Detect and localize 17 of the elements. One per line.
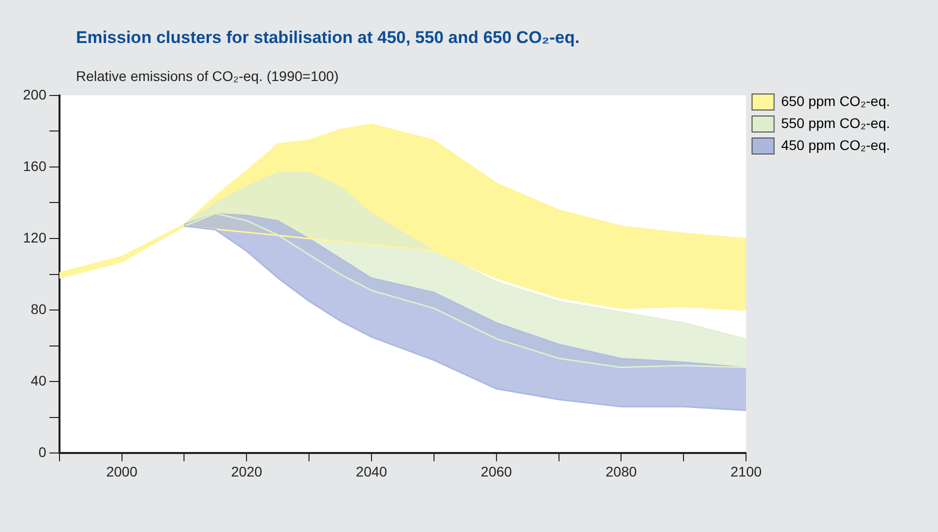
x-tick-label: 2020	[231, 463, 262, 480]
y-tick-label: 40	[30, 372, 47, 388]
legend-label: 650 ppm CO₂-eq.	[781, 92, 890, 109]
x-tick-label: 2080	[606, 463, 637, 480]
y-axis-title: Relative emissions of CO₂-eq. (1990=100)	[76, 68, 339, 84]
y-tick-label: 0	[38, 444, 47, 460]
x-tick-label: 2040	[356, 463, 388, 480]
x-tick-label: 2000	[106, 463, 138, 480]
y-tick-label: 200	[23, 86, 47, 102]
legend-label: 450 ppm CO₂-eq.	[781, 136, 890, 153]
y-tick-label: 80	[30, 300, 47, 317]
y-tick-label: 120	[23, 229, 47, 246]
x-tick-label: 2100	[730, 463, 762, 480]
chart-title: Emission clusters for stabilisation at 450, 550 and 650 CO₂-eq.	[76, 28, 580, 48]
legend-label: 550 ppm CO₂-eq.	[781, 114, 890, 131]
y-tick-label: 160	[23, 158, 47, 174]
x-tick-label: 2060	[480, 463, 512, 480]
